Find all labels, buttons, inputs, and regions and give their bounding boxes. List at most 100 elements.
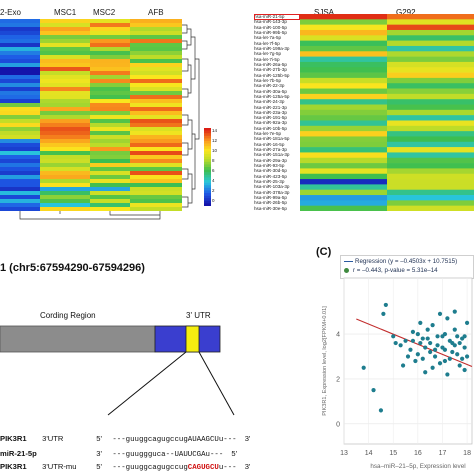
scatter-point xyxy=(452,343,457,348)
heatmap-cell xyxy=(40,27,90,32)
heatmap-cell xyxy=(0,43,40,48)
heatmap-cell xyxy=(130,167,182,172)
right-heatmap-row-labels: hsa-miR-21-5p hsa-miR-143-3p hsa-miR-100-5… xyxy=(254,14,300,214)
scale-step xyxy=(204,133,211,137)
heatmap-cell xyxy=(130,103,182,108)
heatmap-cell xyxy=(90,83,130,88)
mirna-row-label: hsa-miR-16-5p xyxy=(254,141,285,147)
heatmap-cell xyxy=(130,187,182,192)
heatmap-cell xyxy=(300,184,387,191)
scatter-point xyxy=(423,345,428,350)
heatmap-cell xyxy=(40,127,90,132)
heatmap-cell xyxy=(90,51,130,56)
col-label-afb: AFB xyxy=(148,8,164,17)
heatmap-cell xyxy=(387,83,474,89)
heatmap-cell xyxy=(0,51,40,56)
heatmap-cell xyxy=(130,123,182,128)
scatter-point xyxy=(440,345,445,350)
heatmap-cell xyxy=(90,119,130,124)
heatmap-cell xyxy=(0,159,40,164)
color-scale-bar xyxy=(204,128,211,206)
col-label-msc2: MSC2 xyxy=(93,8,116,17)
heatmap-cell xyxy=(90,151,130,156)
scale-step xyxy=(204,154,211,157)
heatmap-cell xyxy=(387,35,474,41)
heatmap-cell xyxy=(40,135,90,140)
heatmap-cell xyxy=(40,91,90,96)
scatter-point xyxy=(437,311,443,316)
heatmap-cell xyxy=(0,87,40,92)
heatmap-cell xyxy=(0,75,40,80)
heatmap-cell xyxy=(90,155,130,160)
x-axis-label: hsa–miR–21–5p, Expression level xyxy=(370,463,465,470)
scatter-point xyxy=(403,338,408,343)
heatmap-cell xyxy=(0,171,40,176)
heatmap-cell xyxy=(130,51,182,56)
heatmap-cell xyxy=(130,119,182,124)
heatmap-cell xyxy=(90,135,130,140)
scale-tick: 0 xyxy=(212,198,215,203)
heatmap-cell xyxy=(130,195,182,200)
heatmap-cell xyxy=(300,163,387,169)
scatter-point xyxy=(455,334,460,339)
heatmap-cell xyxy=(130,87,182,92)
heatmap-cell xyxy=(0,95,40,100)
scatter-point xyxy=(415,352,420,357)
heatmap-cell xyxy=(0,143,40,148)
heatmap-cell xyxy=(300,168,387,175)
mirna-row-label: hsa-miR-30d-5p xyxy=(254,168,287,174)
heatmap-cell xyxy=(0,111,40,116)
heatmap-cell xyxy=(387,189,474,196)
heatmap-cell xyxy=(387,200,474,206)
heatmap-cell xyxy=(40,51,90,56)
scatter-point xyxy=(423,370,428,375)
heatmap-cell xyxy=(387,51,474,57)
seq-tail: --- xyxy=(209,451,224,459)
heatmap-cell xyxy=(0,79,40,84)
mirna-row-label: hsa-let-7i-5p xyxy=(254,56,280,62)
heatmap-cell xyxy=(130,55,182,60)
heatmap-cell xyxy=(300,93,387,100)
mirna-row-label: hsa-miR-10b-5p xyxy=(254,125,287,131)
scatter-point xyxy=(447,356,452,361)
heatmap-cell xyxy=(130,27,182,32)
heatmap-cell xyxy=(90,39,130,44)
heatmap-cell xyxy=(0,155,40,160)
heatmap-cell xyxy=(40,75,90,80)
scale-step xyxy=(204,141,211,144)
scatter-point xyxy=(464,320,470,325)
scatter-point xyxy=(420,356,425,361)
heatmap-cell xyxy=(0,107,40,112)
scale-step xyxy=(204,190,211,194)
heatmap-cell xyxy=(130,23,182,28)
heatmap-cell xyxy=(300,157,387,164)
heatmap-cell xyxy=(90,207,130,211)
heatmap-cell xyxy=(90,75,130,80)
scale-step xyxy=(204,164,211,168)
seq-gene: miR-21-5p xyxy=(0,449,37,458)
heatmap-cell xyxy=(90,163,130,168)
seed-site-box xyxy=(185,325,200,353)
point-swatch xyxy=(344,267,349,273)
seq-5-end: 5' xyxy=(96,434,102,443)
scatter-point xyxy=(462,367,467,373)
heatmap-cell xyxy=(130,63,182,68)
scatter-point xyxy=(447,338,452,343)
heatmap-cell xyxy=(40,87,90,92)
heatmap-cell xyxy=(90,59,130,64)
heatmap-cell xyxy=(130,179,182,184)
heatmap-cell xyxy=(90,71,130,76)
heatmap-cell xyxy=(0,199,40,204)
heatmap-cell xyxy=(90,195,130,200)
heatmap-cell xyxy=(130,143,182,148)
heatmap-cell xyxy=(300,24,387,31)
coding-region-bar xyxy=(0,325,156,353)
heatmap-cell xyxy=(0,59,40,64)
heatmap-cell xyxy=(130,159,182,164)
heatmap-cell xyxy=(130,95,182,100)
seq-text: ---guuggguca--UAUUCGAu xyxy=(112,451,210,459)
sequence-row-pik3r1-utr-mutant: PIK3R1 3'UTR-mu 5' ---guuggcagugccugCAGU… xyxy=(0,462,250,472)
heatmap-cell xyxy=(0,71,40,76)
scatter-point xyxy=(445,316,450,321)
heatmap-cell xyxy=(40,19,90,24)
